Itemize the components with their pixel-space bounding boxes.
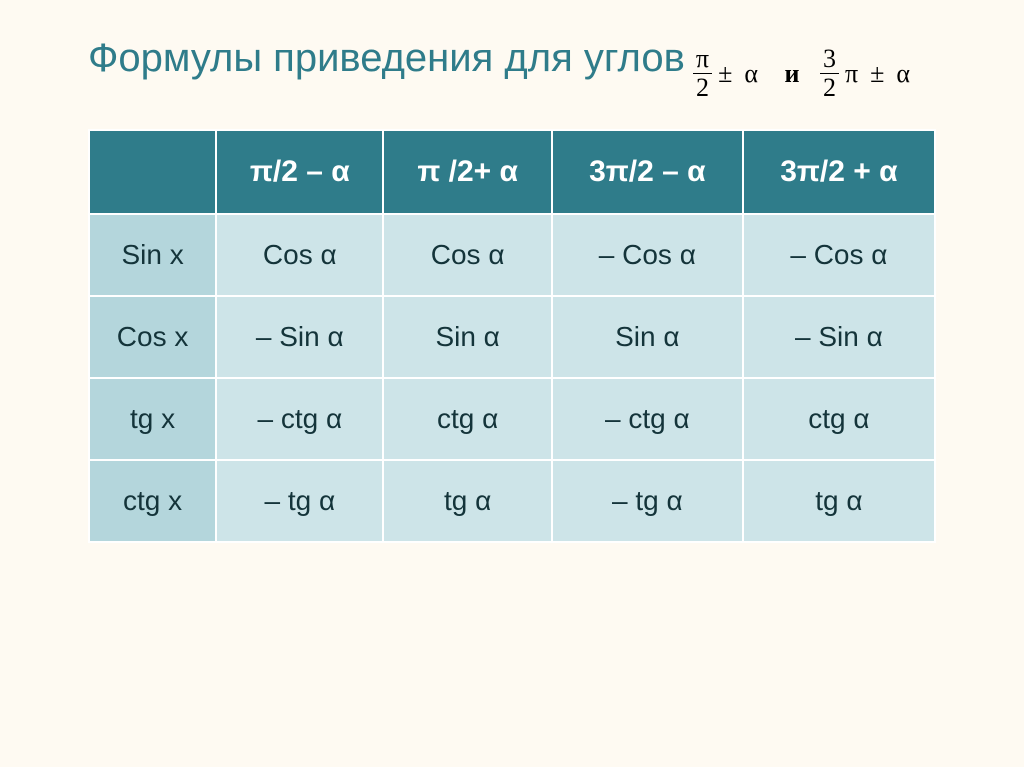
col-header: 3π/2 + α: [743, 130, 935, 214]
cell: – tg α: [216, 460, 383, 542]
angle-formula: π 2 ±α и 3 2 π±α: [693, 46, 916, 101]
col-header: 3π/2 – α: [552, 130, 743, 214]
cell: tg α: [743, 460, 935, 542]
col-header: π /2+ α: [383, 130, 551, 214]
page-title: Формулы приведения для углов: [88, 36, 685, 81]
reduction-table: π/2 – α π /2+ α 3π/2 – α 3π/2 + α Sin x …: [88, 129, 936, 543]
slide-container: Формулы приведения для углов π 2 ±α и 3 …: [0, 0, 1024, 583]
cell: – Cos α: [743, 214, 935, 296]
cell: ctg α: [383, 378, 551, 460]
table-header-row: π/2 – α π /2+ α 3π/2 – α 3π/2 + α: [89, 130, 935, 214]
row-header: tg x: [89, 378, 216, 460]
cell: Cos α: [383, 214, 551, 296]
title-row: Формулы приведения для углов π 2 ±α и 3 …: [88, 36, 936, 101]
cell: – Sin α: [216, 296, 383, 378]
cell: Sin α: [552, 296, 743, 378]
col-header: π/2 – α: [216, 130, 383, 214]
fraction-2: 3 2: [820, 46, 839, 101]
row-header: ctg x: [89, 460, 216, 542]
cell: ctg α: [743, 378, 935, 460]
cell: – ctg α: [216, 378, 383, 460]
table-row: ctg x – tg α tg α – tg α tg α: [89, 460, 935, 542]
table-row: Cos x – Sin α Sin α Sin α – Sin α: [89, 296, 935, 378]
header-empty: [89, 130, 216, 214]
cell: – Sin α: [743, 296, 935, 378]
cell: tg α: [383, 460, 551, 542]
cell: Sin α: [383, 296, 551, 378]
cell: – tg α: [552, 460, 743, 542]
row-header: Cos x: [89, 296, 216, 378]
row-header: Sin x: [89, 214, 216, 296]
cell: – Cos α: [552, 214, 743, 296]
fraction-1: π 2: [693, 46, 712, 101]
table-row: tg x – ctg α ctg α – ctg α ctg α: [89, 378, 935, 460]
cell: Cos α: [216, 214, 383, 296]
cell: – ctg α: [552, 378, 743, 460]
table-row: Sin x Cos α Cos α – Cos α – Cos α: [89, 214, 935, 296]
